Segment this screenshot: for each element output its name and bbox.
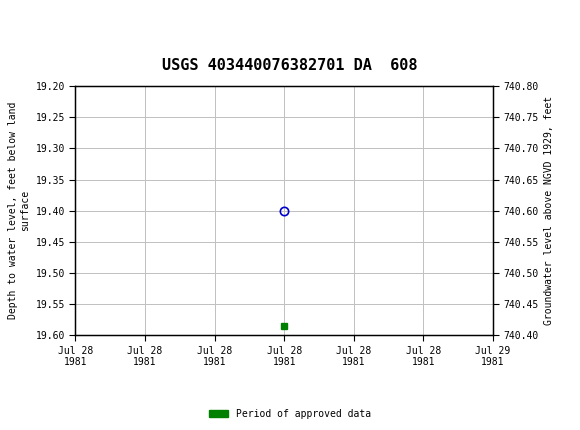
Y-axis label: Depth to water level, feet below land
surface: Depth to water level, feet below land su… <box>9 102 30 319</box>
Y-axis label: Groundwater level above NGVD 1929, feet: Groundwater level above NGVD 1929, feet <box>544 96 554 325</box>
Text: USGS: USGS <box>32 11 75 29</box>
Text: USGS 403440076382701 DA  608: USGS 403440076382701 DA 608 <box>162 58 418 73</box>
Legend: Period of approved data: Period of approved data <box>205 405 375 423</box>
Text: ≡: ≡ <box>7 8 28 32</box>
